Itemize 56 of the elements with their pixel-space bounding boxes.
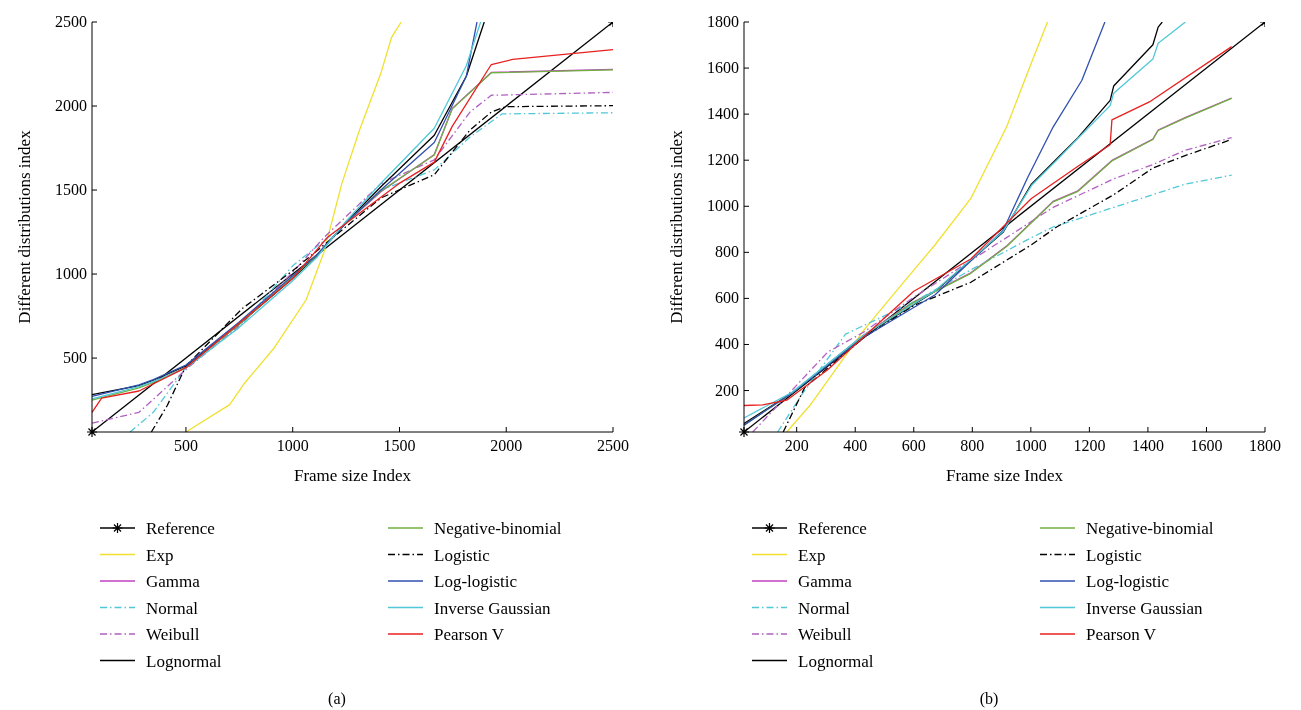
x-tick-label: 600 xyxy=(901,437,926,454)
y-tick-label: 1400 xyxy=(707,105,739,123)
legend-label: Lognormal xyxy=(798,651,874,671)
legend-label: Exp xyxy=(146,545,174,565)
legend-label: Gamma xyxy=(798,572,853,591)
legend-label: Logistic xyxy=(434,545,491,565)
y-tick-label: 2000 xyxy=(55,97,87,115)
x-axis-title: Frame size Index xyxy=(293,466,412,485)
y-tick-label: 200 xyxy=(715,381,739,399)
x-tick-label: 200 xyxy=(784,437,809,454)
y-tick-label: 2500 xyxy=(55,13,87,30)
legend-label: Log-logistic xyxy=(1086,572,1170,591)
legend-label: Pearson V xyxy=(1086,625,1157,644)
legend-label: Negative-binomial xyxy=(1086,519,1214,538)
y-axis-title: Different distributions index xyxy=(667,129,686,324)
x-tick-label: 2500 xyxy=(597,437,629,454)
y-tick-label: 500 xyxy=(63,349,87,367)
legend-label: Log-logistic xyxy=(434,572,518,591)
legend-label: Lognormal xyxy=(146,651,222,671)
legend-label: Pearson V xyxy=(434,625,505,644)
x-tick-label: 1500 xyxy=(383,437,416,454)
y-tick-label: 1000 xyxy=(707,197,739,215)
legend-label: Normal xyxy=(798,598,851,618)
legend-label: Negative-binomial xyxy=(434,519,562,538)
legend-label: Weibull xyxy=(146,625,200,644)
x-tick-label: 1600 xyxy=(1190,437,1223,454)
x-tick-label: 1400 xyxy=(1131,437,1164,454)
x-tick-label: 2000 xyxy=(490,437,523,454)
legend-label: Inverse Gaussian xyxy=(434,598,552,618)
x-axis-title: Frame size Index xyxy=(945,466,1064,485)
y-tick-label: 400 xyxy=(715,335,739,353)
legend-label: Weibull xyxy=(798,625,852,644)
legend-label: Logistic xyxy=(1086,545,1143,565)
x-tick-label: 1200 xyxy=(1073,437,1106,454)
x-tick-label: 500 xyxy=(173,437,198,454)
y-tick-label: 1600 xyxy=(707,59,739,77)
legend-label: Exp xyxy=(798,545,826,565)
text: (b) xyxy=(979,690,999,708)
x-tick-label: 400 xyxy=(843,437,868,454)
legend-label: Reference xyxy=(146,519,215,538)
text: (a) xyxy=(328,690,346,708)
legend-label: Inverse Gaussian xyxy=(1086,598,1204,618)
y-tick-label: 1000 xyxy=(55,265,87,283)
y-tick-label: 1500 xyxy=(55,181,87,199)
y-tick-label: 1200 xyxy=(707,151,739,169)
y-tick-label: 600 xyxy=(715,289,739,307)
y-tick-label: 1800 xyxy=(707,13,739,30)
legend-label: Normal xyxy=(146,598,199,618)
legend-label: Gamma xyxy=(146,572,201,591)
legend-label: Reference xyxy=(798,519,867,538)
x-tick-label: 1000 xyxy=(276,437,309,454)
y-axis-title: Different distributions index xyxy=(15,129,34,324)
x-tick-label: 1800 xyxy=(1249,437,1281,454)
x-tick-label: 800 xyxy=(960,437,985,454)
y-tick-label: 800 xyxy=(715,243,739,261)
x-tick-label: 1000 xyxy=(1014,437,1047,454)
